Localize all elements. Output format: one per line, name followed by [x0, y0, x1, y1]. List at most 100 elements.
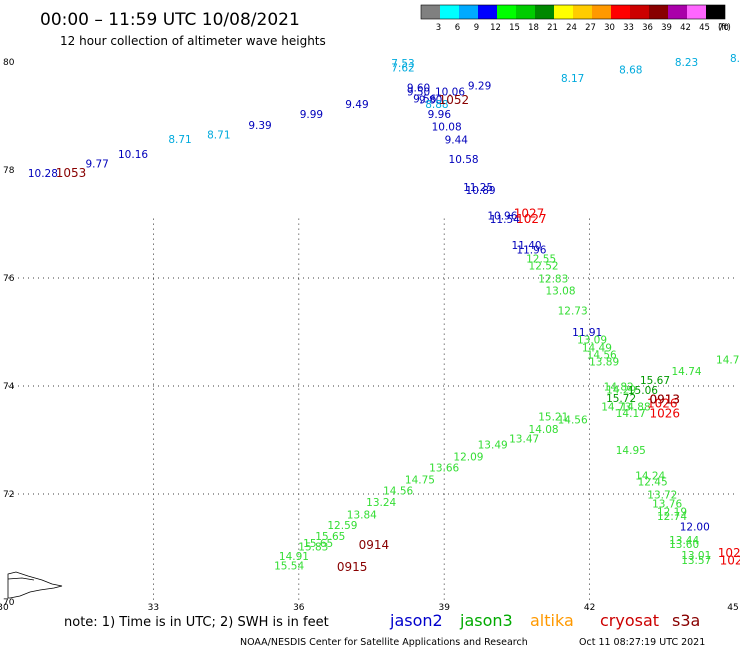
x-tick-label: 30 [0, 603, 9, 613]
swh-label-jason3: 14.56 [383, 486, 413, 498]
x-tick-label: 42 [584, 603, 595, 613]
swh-label-jason3: 13.60 [669, 539, 699, 551]
swh-label-jason3: 14.56 [587, 349, 617, 361]
y-tick-label: 70 [3, 598, 15, 608]
swh-label-jason3: 14.91 [279, 551, 309, 563]
y-tick-label: 72 [3, 490, 14, 500]
colorbar-label: 9 [474, 23, 479, 33]
colorbar-swatch [630, 5, 649, 19]
swh-label-jason3-dark: 15.06 [628, 385, 658, 397]
colorbar-swatch [649, 5, 668, 19]
mission-cryosat: cryosat [600, 611, 659, 630]
swh-label-cyan: 8.23 [675, 57, 698, 69]
swh-label-jason2: 11.54 [490, 214, 520, 226]
swh-label-jason2: 10.06 [435, 86, 465, 98]
swh-label-jason3: 15.65 [315, 531, 345, 543]
swh-label-jason3: 13.89 [589, 356, 619, 368]
chart-title: 00:00 – 11:59 UTC 10/08/2021 [40, 10, 300, 30]
swh-label-jason2: 10.58 [449, 154, 479, 166]
colorbar-label: 3 [436, 23, 441, 33]
swh-label-jason3: 14.95 [616, 445, 646, 457]
swh-label-jason2: 11.91 [572, 327, 602, 339]
colorbar-label: 18 [528, 23, 539, 33]
swh-label-jason2: 10.08 [432, 122, 462, 134]
x-axis-ticks: 30 33 36 39 42 45 [0, 603, 739, 613]
colorbar-legend: 3 6 9 12 15 18 21 24 27 30 33 36 39 42 45 70(ft) [420, 4, 731, 33]
swh-label-jason2: 9.50 [407, 86, 430, 98]
swh-label-jason3: 13.72 [647, 489, 677, 501]
footer-note: note: 1) Time is in UTC; 2) SWH is in fe… [64, 615, 329, 630]
colorbar-label: 42 [680, 23, 691, 33]
swh-label-jason3: 13.09 [577, 334, 607, 346]
colorbar-label: 21 [547, 23, 558, 33]
swh-label-jason3: 12.55 [526, 253, 556, 265]
swh-label-cyan: 7.53 [391, 58, 414, 70]
swh-label-cryosat: 1027 [516, 212, 547, 226]
swh-label-s3a: 0913 [649, 392, 680, 406]
swh-label-jason3: 12.19 [657, 507, 687, 519]
colorbar-label: 6 [455, 23, 460, 33]
colorbar-swatch [592, 5, 611, 19]
colorbar-swatch [535, 5, 554, 19]
swh-label-cryosat: 1027 [514, 207, 545, 221]
swh-label-jason3: 13.24 [366, 497, 396, 509]
swh-label-cryosat: 0913 [649, 392, 680, 406]
colorbar-swatch [687, 5, 706, 19]
swh-label-jason2: 12.00 [680, 522, 710, 534]
x-tick-label: 45 [727, 603, 738, 613]
colorbar-swatch [440, 5, 459, 19]
swh-label-cyan: 7.62 [391, 63, 414, 75]
swh-label-cyan: 8.71 [168, 134, 191, 146]
swh-label-jason3: 14.17 [616, 408, 646, 420]
swh-label-jason3: 13.44 [669, 535, 699, 547]
y-tick-label: 78 [3, 166, 15, 176]
swh-label-jason3: 14.73 [601, 401, 631, 413]
swh-label-jason3: 13.84 [347, 509, 377, 521]
swh-label-jason3: 12.45 [638, 476, 668, 488]
x-tick-label: 39 [438, 603, 450, 613]
colorbar-swatch [573, 5, 592, 19]
swh-label-jason2: 9.29 [468, 81, 491, 93]
swh-label-jason3: 15.54 [274, 561, 304, 573]
swh-label-cyan: 8.71 [207, 130, 230, 142]
swh-label-jason3: 15.65 [303, 538, 333, 550]
swh-label-jason3-dark: 15.67 [640, 375, 670, 387]
swh-label-jason3-dark: 15.72 [606, 393, 636, 405]
swh-label-jason2: 9.99 [300, 109, 323, 121]
colorbar-swatch [459, 5, 478, 19]
plot-grid [8, 218, 735, 602]
swh-label-jason2: 10.28 [28, 168, 58, 180]
swh-label-jason2: 9.49 [345, 99, 368, 111]
swh-label-cyan: 8.68 [619, 64, 642, 76]
swh-label-s3a: 0915 [337, 560, 368, 574]
colorbar-swatch [516, 5, 535, 19]
swh-label-jason3: 14.08 [529, 424, 559, 436]
swh-label-jason3: 14.74 [672, 366, 702, 378]
swh-label-jason2: 9.56 [413, 94, 437, 106]
mission-legend: jason2 jason3 altika cryosat s3a [389, 611, 700, 630]
swh-label-jason3: 13.76 [652, 499, 682, 511]
swh-label-cryosat: 1026 [649, 406, 680, 420]
swh-label-jason2: 9.44 [445, 135, 469, 147]
colorbar-swatch [421, 5, 440, 19]
colorbar-label: 45 [699, 23, 710, 33]
colorbar-label: 15 [509, 23, 520, 33]
swh-label-jason2: 9.77 [85, 158, 108, 170]
swh-label-jason2: 9.39 [248, 120, 271, 132]
swh-label-jason2: 9.96 [428, 109, 452, 121]
swh-label-cyan: 8.88 [425, 99, 448, 111]
colorbar-swatch [668, 5, 687, 19]
swh-label-jason3: 12.09 [453, 452, 483, 464]
swh-label-s3a: 0914 [359, 538, 390, 552]
swh-label-jason3: 12.74 [657, 511, 687, 523]
mission-s3a: s3a [672, 611, 700, 630]
swh-label-cyan: 8.17 [561, 73, 584, 85]
swh-label-jason3: 14.82 [604, 381, 634, 393]
swh-label-jason3: 14.29 [606, 385, 636, 397]
swh-label-jason3: 13.66 [429, 462, 459, 474]
swh-label-jason3: 14.56 [558, 414, 588, 426]
footer-credit: NOAA/NESDIS Center for Satellite Applica… [240, 637, 528, 648]
swh-label-jason2: 11.40 [512, 240, 542, 252]
colorbar-swatch [554, 5, 573, 19]
swh-label-jason2: 10.16 [118, 149, 148, 161]
